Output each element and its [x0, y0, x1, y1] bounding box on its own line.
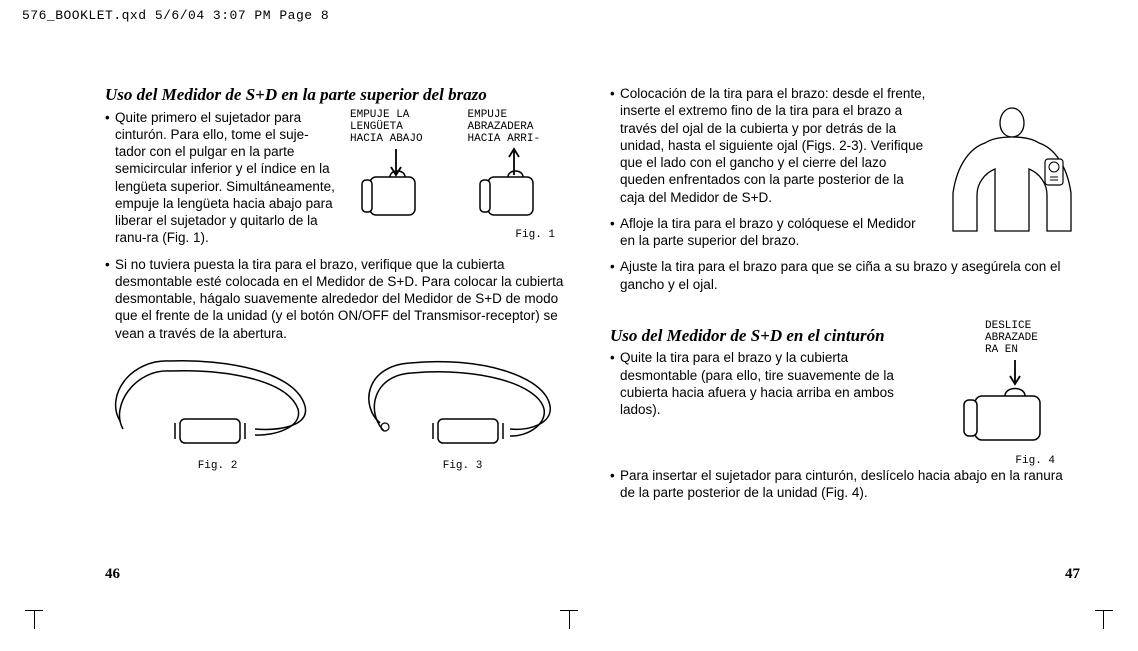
- section-title-belt: Uso del Medidor de S+D en el cinturón: [610, 326, 916, 346]
- bullet-item: Para insertar el sujetador para cinturón…: [610, 467, 1080, 502]
- figure-1: EMPUJE LA LENGÜETA HACIA ABAJO EMPUJE AB…: [350, 109, 575, 256]
- torso-illustration: [945, 85, 1080, 258]
- fig1-label-b: EMPUJE ABRAZADERA HACIA ARRI-: [468, 109, 576, 145]
- bullet-item: Afloje la tira para el brazo y colóquese…: [610, 215, 931, 250]
- figures-2-3: Fig. 2 Fig. 3: [105, 351, 575, 472]
- prepress-header: 576_BOOKLET.qxd 5/6/04 3:07 PM Page 8: [22, 8, 329, 23]
- bullet-item: Colocación de la tira para el brazo: des…: [610, 85, 931, 206]
- beltclip-illustration: [930, 356, 1080, 451]
- bullet-item: Ajuste la tira para el brazo para que se…: [610, 258, 1080, 293]
- page-47: Colocación de la tira para el brazo: des…: [610, 85, 1080, 511]
- fig4-label: DESLICE ABRAZADE RA EN: [930, 320, 1080, 356]
- strap-illustration-2: [105, 351, 315, 456]
- crop-mark: [34, 611, 35, 629]
- page-number-left: 46: [105, 566, 120, 583]
- figure-4: DESLICE ABRAZADE RA EN Fig. 4: [930, 320, 1080, 467]
- page-number-right: 47: [1065, 566, 1080, 583]
- fig3-caption: Fig. 3: [350, 460, 575, 472]
- crop-mark: [1103, 611, 1104, 629]
- fig4-caption: Fig. 4: [930, 455, 1080, 467]
- strap-illustration-3: [350, 351, 560, 456]
- clip-illustration-a: [350, 145, 440, 225]
- fig1-label-a: EMPUJE LA LENGÜETA HACIA ABAJO: [350, 109, 458, 145]
- crop-mark: [1095, 610, 1113, 611]
- fig2-caption: Fig. 2: [105, 460, 330, 472]
- bullet-item: Si no tuviera puesta la tira para el bra…: [105, 256, 575, 342]
- crop-mark: [569, 611, 570, 629]
- page-46: Uso del Medidor de S+D en la parte super…: [105, 85, 575, 472]
- bullet-item: Quite primero el sujetador para cinturón…: [105, 109, 336, 247]
- clip-illustration-b: [468, 145, 558, 225]
- fig1-caption: Fig. 1: [350, 229, 575, 241]
- bullet-item: Quite la tira para el brazo y la cubiert…: [610, 349, 916, 418]
- section-title-arm: Uso del Medidor de S+D en la parte super…: [105, 85, 575, 105]
